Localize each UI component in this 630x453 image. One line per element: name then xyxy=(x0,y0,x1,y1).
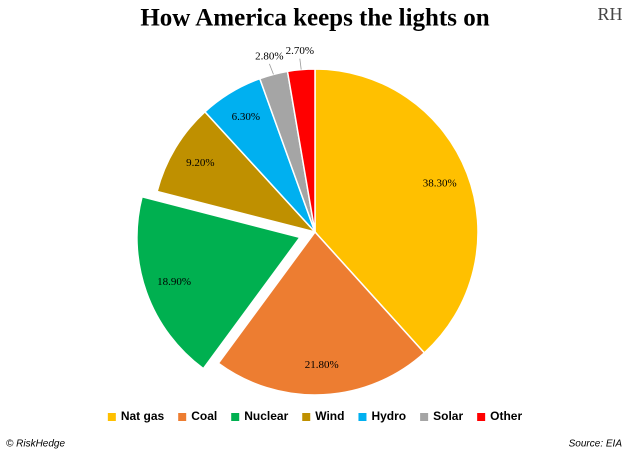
legend-label: Other xyxy=(490,409,522,423)
legend-label: Coal xyxy=(191,409,217,423)
chart-title: How America keeps the lights on xyxy=(140,5,489,32)
legend-swatch xyxy=(420,413,429,421)
pie-slice xyxy=(314,68,479,354)
footer: © RiskHedge xyxy=(6,439,65,450)
source: Source: EIA xyxy=(569,439,623,450)
legend-swatch xyxy=(231,413,240,421)
value-label: 38.30% xyxy=(423,178,457,190)
pie-slice xyxy=(156,110,318,234)
leader-line xyxy=(299,58,302,70)
legend-label: Nuclear xyxy=(244,409,288,423)
legend-swatch xyxy=(178,413,187,421)
legend-swatch xyxy=(107,413,116,421)
legend: Nat gas Coal Nuclear Wind Hydro Solar Other xyxy=(107,409,522,423)
legend-label: Hydro xyxy=(371,409,406,423)
value-label: 2.80% xyxy=(255,50,283,62)
value-label: 21.80% xyxy=(305,359,339,371)
legend-swatch xyxy=(477,413,486,421)
logo: RH xyxy=(597,4,622,24)
leader-line xyxy=(269,63,274,75)
pie-slice xyxy=(136,195,302,370)
legend-swatch xyxy=(358,413,367,421)
pie-slice xyxy=(217,230,426,396)
legend-swatch xyxy=(302,413,311,421)
legend-label: Nat gas xyxy=(121,409,165,423)
value-label: 6.30% xyxy=(232,111,260,123)
legend-label: Wind xyxy=(315,409,344,423)
value-label: 9.20% xyxy=(186,157,214,169)
value-label: 2.70% xyxy=(286,45,314,57)
value-label: 18.90% xyxy=(157,276,191,288)
legend-label: Solar xyxy=(433,409,463,423)
